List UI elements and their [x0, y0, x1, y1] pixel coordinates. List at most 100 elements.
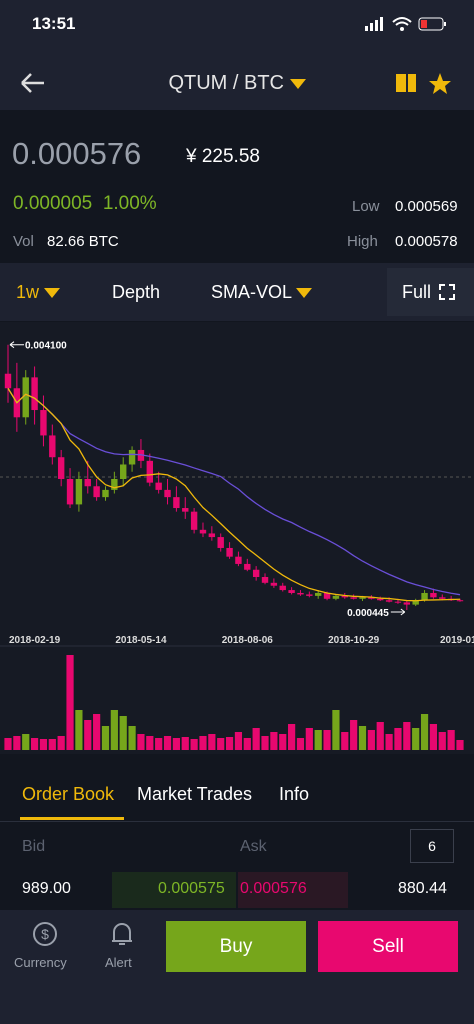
header-icons[interactable] — [394, 70, 454, 96]
sell-button[interactable]: Sell — [318, 921, 458, 972]
volume-bar — [119, 716, 127, 750]
back-button[interactable] — [18, 70, 48, 96]
candle-body — [173, 497, 180, 509]
low-arrow — [390, 608, 406, 616]
interval-label: 1w — [16, 282, 40, 302]
volume-bar — [341, 732, 349, 750]
dropdown-icon — [44, 288, 61, 298]
candle-body — [22, 377, 29, 418]
pair-title: QTUM / BTC — [168, 72, 284, 94]
candle-body — [430, 592, 437, 598]
vol-label: Vol — [13, 233, 34, 250]
full-tab[interactable]: Full — [387, 268, 474, 316]
alert-icon — [112, 923, 132, 945]
candle-body — [368, 597, 375, 599]
low-value: 0.000569 — [395, 198, 458, 215]
indicator-tab[interactable]: SMA-VOL — [211, 282, 313, 303]
currency-icon: $ — [33, 922, 57, 946]
info-tab[interactable]: Info — [279, 784, 310, 804]
candle-body — [155, 482, 162, 490]
high-annotation: 0.004100 — [25, 341, 67, 352]
x-tick-label: 2018-05-14 — [115, 635, 167, 646]
candle-body — [199, 529, 207, 534]
volume-bar — [403, 722, 411, 750]
alert-button[interactable]: Alert — [105, 955, 132, 970]
volume-bar — [22, 734, 30, 750]
candle-body — [297, 592, 304, 595]
candle-body — [66, 479, 74, 505]
volume-bar — [367, 730, 375, 750]
volume-bar — [101, 726, 110, 750]
pair-selector[interactable]: QTUM / BTC — [0, 72, 474, 95]
volume-bar — [412, 728, 420, 750]
home-area — [0, 990, 474, 1024]
candle-body — [49, 435, 56, 458]
candle-body — [394, 601, 402, 603]
change: 0.000005 1.00% — [13, 193, 157, 215]
depth-tab[interactable]: Depth — [112, 282, 161, 302]
currency-button[interactable]: Currency — [14, 955, 67, 970]
order-book — [0, 768, 474, 910]
candle-body — [128, 449, 136, 465]
high-label: High — [347, 233, 378, 250]
candle-body — [120, 464, 127, 479]
market-trades-tab[interactable]: Market Trades — [137, 784, 253, 804]
volume-bar — [128, 726, 136, 750]
candle-body — [279, 585, 286, 591]
candle-body — [146, 460, 154, 483]
candle-body — [270, 582, 278, 586]
candle-body — [288, 590, 295, 593]
volume-bar — [57, 736, 65, 750]
candle-body — [226, 547, 233, 557]
candle-body — [421, 592, 428, 601]
bid-amount: 989.00 — [22, 880, 71, 897]
full-label: Full — [402, 282, 432, 302]
volume-bar — [217, 738, 225, 750]
low-annotation: 0.000445 — [347, 608, 389, 619]
bid-price: 0.000575 — [158, 880, 225, 897]
buy-button[interactable]: Buy — [166, 921, 306, 972]
svg-text:$: $ — [41, 926, 49, 942]
candle-body — [164, 489, 171, 498]
candle-body — [137, 449, 145, 461]
volume-bar — [199, 736, 207, 750]
depth-selector[interactable]: 6 — [410, 829, 454, 863]
volume-bar — [243, 738, 251, 750]
candle-body — [93, 486, 100, 498]
candle-body — [456, 600, 464, 602]
order-book-tab[interactable]: Order Book — [22, 784, 115, 804]
volume-bar — [190, 739, 198, 750]
volume-bar — [394, 728, 402, 750]
ask-depth-bar — [238, 872, 348, 908]
volume-bar — [155, 738, 163, 750]
last-price: 0.000576 — [12, 136, 142, 171]
volume-bar — [30, 738, 39, 750]
volume-bar — [288, 724, 296, 750]
candle-body — [190, 511, 198, 530]
divider — [0, 821, 474, 822]
volume-bar — [420, 714, 429, 750]
interval-tab[interactable]: 1w — [16, 282, 61, 303]
dropdown-icon — [289, 79, 306, 89]
candle-body — [84, 479, 91, 487]
candle-body — [323, 592, 331, 599]
bid-depth-bar — [112, 872, 236, 908]
volume-bar — [66, 655, 74, 750]
volume-bar — [93, 714, 101, 750]
volume-bar — [305, 728, 313, 750]
ask-amount: 880.44 — [398, 880, 447, 897]
volume-bar — [225, 737, 234, 750]
candle-body — [350, 597, 357, 599]
volume-bar — [146, 736, 154, 750]
candle-body — [377, 598, 384, 601]
volume-bar — [438, 732, 446, 750]
candle-body — [359, 597, 366, 599]
ask-header: Ask — [240, 838, 267, 855]
candle-body — [412, 600, 419, 605]
volume-bar — [385, 734, 393, 750]
candle-body — [244, 563, 251, 570]
volume-bar — [447, 730, 455, 750]
candle-body — [385, 600, 393, 602]
change-pct: 1.00% — [102, 193, 157, 214]
volume-bar — [296, 738, 305, 750]
